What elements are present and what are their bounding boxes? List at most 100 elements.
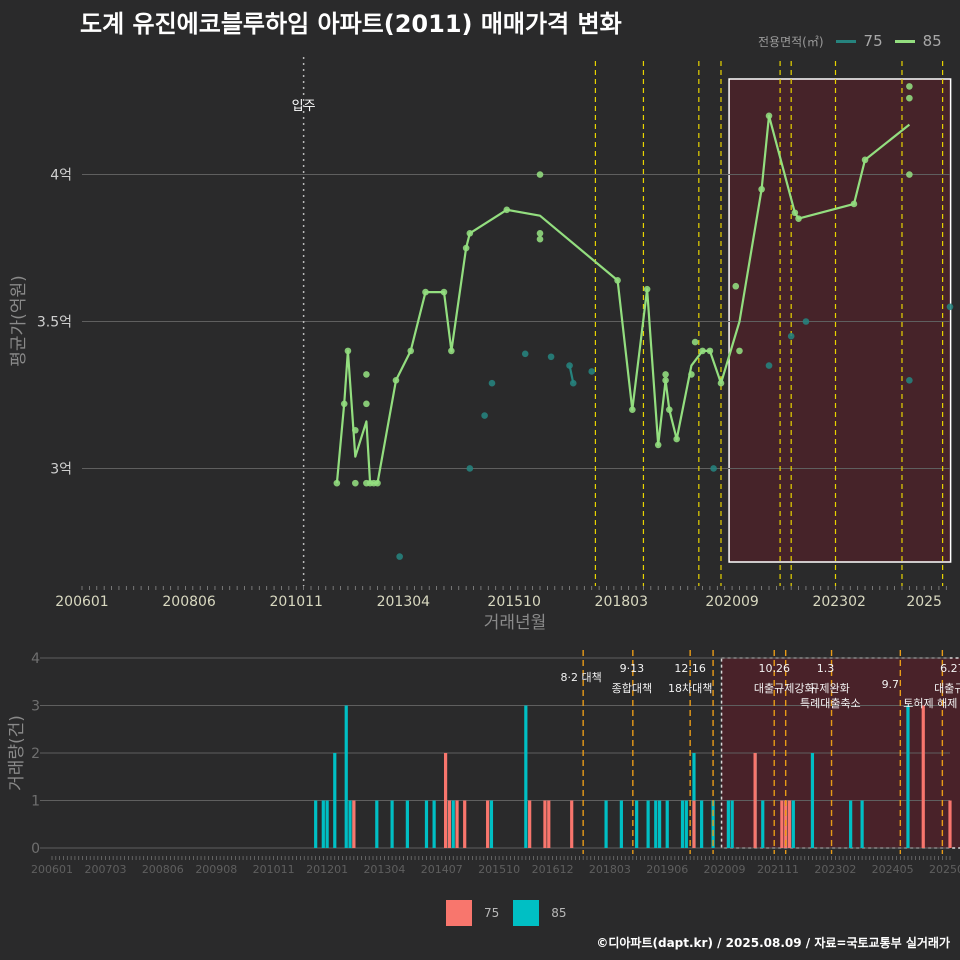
volume-bar-75 (528, 800, 532, 848)
policy-label: 9·13 (620, 662, 645, 675)
series-85-point (462, 244, 470, 252)
volume-bar-75 (352, 800, 356, 848)
series-85-point (352, 479, 359, 487)
volume-y-tick-label: 3 (31, 699, 40, 715)
series-85-point (662, 376, 669, 384)
series-85-point (861, 156, 869, 164)
volume-bar-75 (547, 800, 551, 848)
volume-x-tick-label: 201011 (253, 863, 295, 876)
volume-bar-75 (787, 800, 792, 848)
series-85-point (333, 479, 341, 487)
series-75-point (765, 362, 773, 369)
volume-bar-85 (524, 705, 528, 848)
legend-item-85: 85 (894, 32, 942, 50)
volume-bar-85 (325, 800, 329, 848)
y-axis-title: 평균가(억원) (9, 275, 29, 366)
policy-label: 특례대출축소 (800, 697, 861, 710)
source-footer: ©디아파트(dapt.kr) / 2025.08.09 / 자료=국토교통부 실… (596, 936, 950, 950)
series-75-point (488, 379, 496, 387)
series-85-point (765, 112, 773, 120)
volume-bar-85 (906, 705, 910, 848)
y-tick-label: 4억 (50, 168, 72, 184)
series-75-point (566, 362, 573, 369)
volume-y-tick-label: 0 (31, 841, 40, 857)
policy-label: 8·2 대책 (561, 671, 602, 684)
x-tick-label: 201304 (377, 594, 431, 610)
x-tick-label: 2025 (906, 594, 942, 610)
volume-bar-85 (684, 800, 688, 848)
volume-x-tick-label: 201906 (646, 863, 688, 876)
series-75-point (481, 412, 488, 419)
volume-bar-85 (810, 753, 815, 848)
policy-label: 토허제 해제 (903, 696, 957, 710)
volume-bar-85 (432, 800, 436, 848)
policy-label: 1.3 (817, 662, 835, 675)
x-tick-label: 201510 (487, 594, 540, 610)
series-85-point (795, 215, 802, 222)
x-tick-label: 202302 (812, 594, 865, 610)
series-75-point (946, 303, 954, 311)
move-in-label: 입주 (292, 99, 316, 114)
x-tick-label: 200806 (162, 594, 216, 610)
x-tick-label: 200601 (55, 594, 108, 610)
volume-bar-75 (443, 753, 448, 848)
series-75-point (466, 465, 474, 472)
volume-bar-85 (700, 800, 704, 848)
legend-item-75: 75 (835, 32, 883, 50)
series-85-point (906, 94, 913, 102)
volume-bar-75 (543, 800, 547, 848)
volume-legend-key-85 (513, 900, 540, 926)
volume-bar-85 (375, 800, 379, 848)
volume-bar-75 (570, 800, 574, 848)
volume-x-tick-label: 200601 (31, 863, 73, 876)
volume-x-tick-label: 201510 (478, 863, 520, 876)
series-75-point (569, 379, 577, 387)
series-75-point (802, 318, 810, 325)
series-85-point (717, 379, 725, 387)
x-tick-label: 202009 (705, 594, 758, 610)
volume-x-tick-label: 202508 (929, 863, 960, 876)
volume-bar-85 (654, 800, 658, 848)
volume-bar-85 (344, 705, 348, 848)
volume-bar-75 (486, 800, 490, 848)
volume-bar-85 (849, 800, 853, 848)
series-85-point (906, 171, 913, 178)
volume-x-tick-label: 200806 (142, 863, 184, 876)
volume-x-tick-label: 202111 (757, 863, 799, 876)
series-85-point (791, 209, 799, 217)
series-85-point (340, 400, 348, 408)
volume-legend-label-85: 85 (551, 906, 567, 920)
volume-bar-85 (730, 800, 734, 848)
volume-bar-85 (657, 800, 662, 848)
area-legend: 전용면적(㎡) 75 85 (758, 30, 948, 52)
series-85-point (688, 371, 695, 378)
volume-legend-item-85: 85 (513, 900, 567, 926)
volume-bar-85 (390, 800, 394, 848)
series-85-point (614, 277, 621, 284)
volume-bar-85 (860, 800, 864, 848)
policy-label: 6.27 (940, 662, 960, 675)
volume-bar-75 (753, 753, 757, 848)
policy-label: 대출규제 (934, 682, 960, 695)
volume-x-tick-label: 201612 (532, 863, 574, 876)
volume-y-tick-label: 2 (31, 746, 40, 762)
volume-x-tick-label: 200908 (195, 863, 237, 876)
volume-bar-85 (680, 800, 685, 848)
policy-label: 대출규제강화 (754, 682, 815, 695)
volume-bar-85 (619, 800, 623, 848)
volume-legend-item-75: 75 (446, 900, 499, 926)
series-85-point (736, 347, 743, 355)
volume-x-tick-label: 201304 (363, 863, 405, 876)
volume-bar-85 (604, 800, 608, 848)
series-75-point (787, 332, 795, 340)
legend-label-75: 75 (863, 32, 883, 50)
y-tick-label: 3.5억 (37, 315, 72, 331)
volume-bar-85 (451, 800, 455, 848)
series-85-point (466, 230, 474, 237)
series-85-point (732, 282, 740, 290)
volume-bar-75 (455, 800, 459, 848)
volume-bar-85 (791, 800, 795, 848)
volume-x-tick-label: 201407 (421, 863, 463, 876)
policy-label: 18차대책 (668, 682, 712, 695)
volume-bar-75 (921, 705, 925, 848)
